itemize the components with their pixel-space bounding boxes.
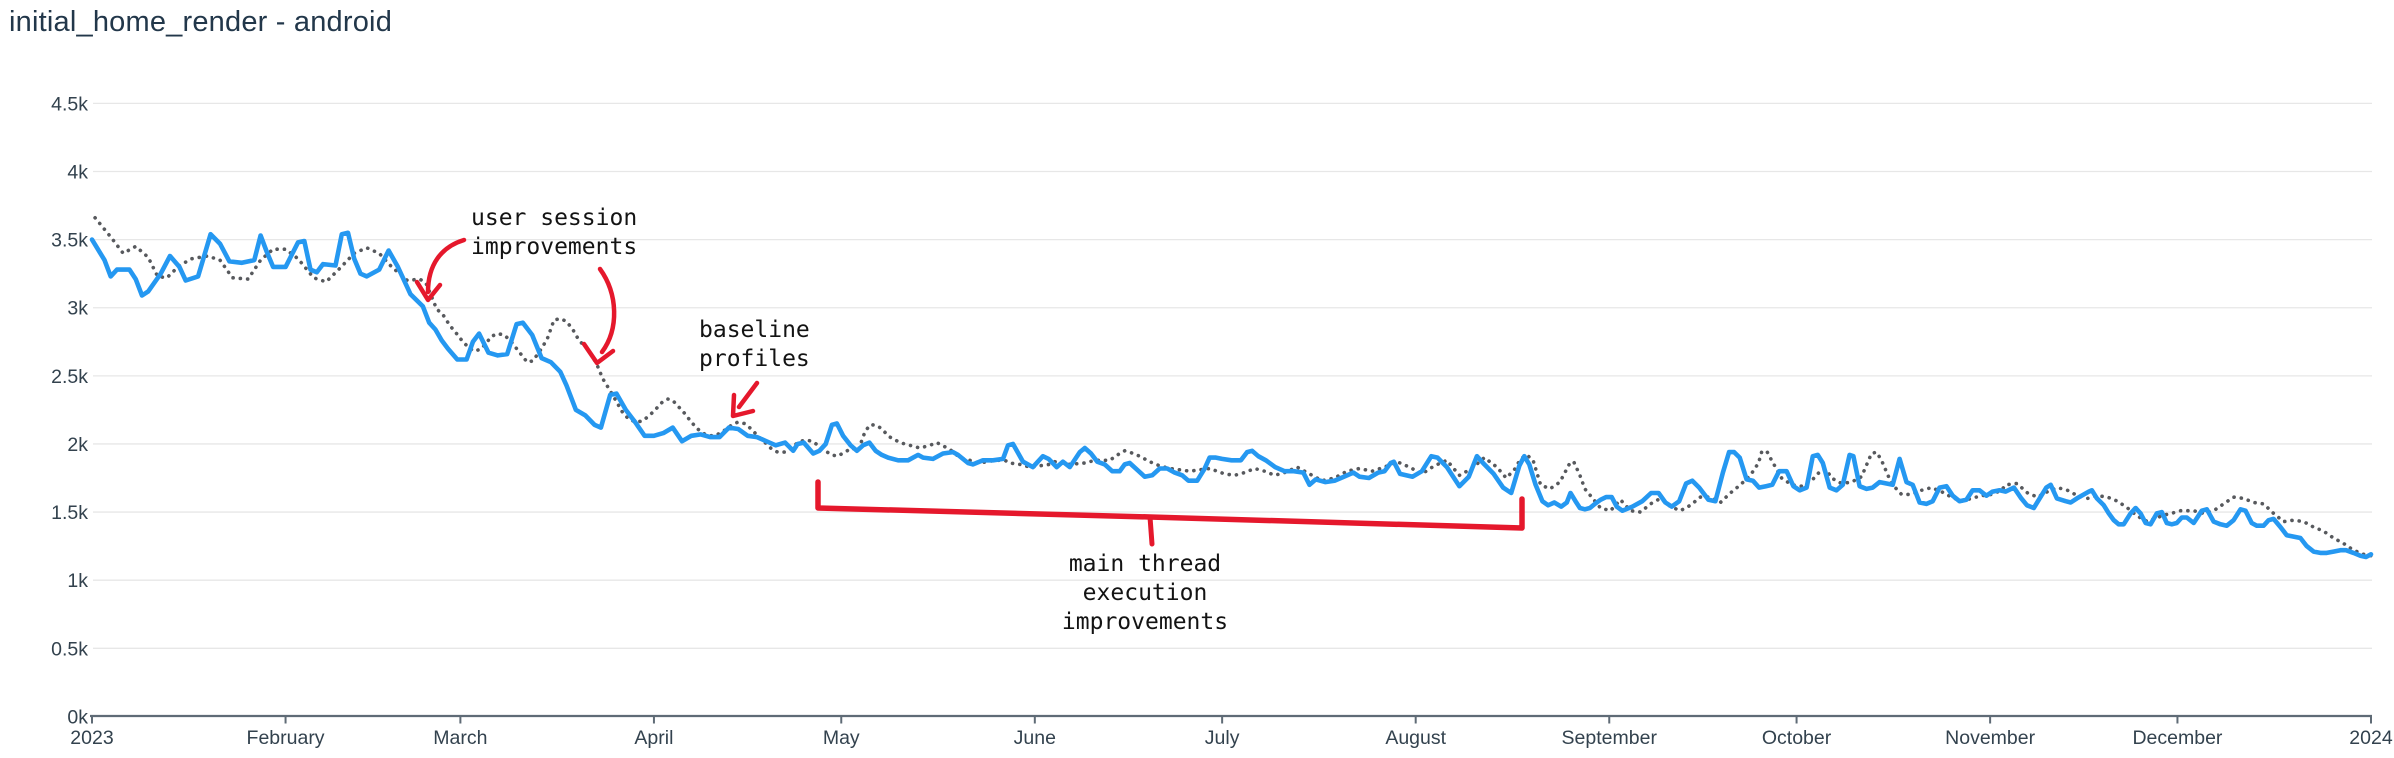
y-tick-label-0k: 0k	[67, 706, 88, 728]
y-tick-label-1k: 1k	[67, 570, 88, 592]
x-tick-label-August: August	[1385, 727, 1446, 749]
x-tick-label-March: March	[433, 727, 487, 749]
x-tick-label-July: July	[1205, 727, 1240, 749]
y-tick-label-4.5k: 4.5k	[51, 93, 88, 115]
x-tick-label-October: October	[1762, 727, 1832, 749]
red-mark-user-session-arrow-2-shaft	[597, 266, 617, 355]
x-tick-label-May: May	[823, 727, 860, 749]
y-tick-label-3k: 3k	[67, 298, 88, 320]
y-tick-label-2.5k: 2.5k	[51, 366, 88, 388]
y-tick-label-4k: 4k	[67, 162, 88, 184]
x-tick-label-September: September	[1562, 727, 1658, 749]
y-tick-label-2k: 2k	[67, 434, 88, 456]
red-mark-main-thread-bracket	[815, 479, 1525, 531]
x-tick-label-December: December	[2132, 727, 2222, 749]
annotation-main-thread-execution-improvements: main thread execution improvements	[1061, 551, 1229, 635]
red-mark-main-thread-bracket-tick	[1147, 514, 1155, 547]
x-tick-label-June: June	[1014, 727, 1056, 749]
x-tick-label-2024: 2024	[2349, 727, 2393, 749]
y-tick-label-1.5k: 1.5k	[51, 502, 88, 524]
red-mark-baseline-profiles-arrow-head	[730, 392, 756, 419]
red-mark-user-session-arrow-1-head	[414, 279, 443, 303]
red-mark-user-session-arrow-1-shaft	[425, 237, 467, 295]
annotation-baseline-profiles: baseline profiles	[699, 317, 810, 372]
x-tick-label-April: April	[634, 727, 673, 749]
red-mark-baseline-profiles-arrow-shaft	[736, 380, 760, 410]
x-tick-label-November: November	[1945, 727, 2035, 749]
y-tick-label-0.5k: 0.5k	[51, 638, 88, 660]
red-mark-user-session-arrow-2-head	[581, 341, 616, 366]
x-tick-label-2023: 2023	[70, 727, 113, 749]
page-title: initial_home_render - android	[9, 6, 393, 38]
x-tick-label-February: February	[247, 727, 325, 749]
series-solid-line	[89, 230, 2374, 560]
y-tick-label-3.5k: 3.5k	[51, 230, 88, 252]
annotation-user-session-improvements: user session improvements	[471, 205, 638, 260]
